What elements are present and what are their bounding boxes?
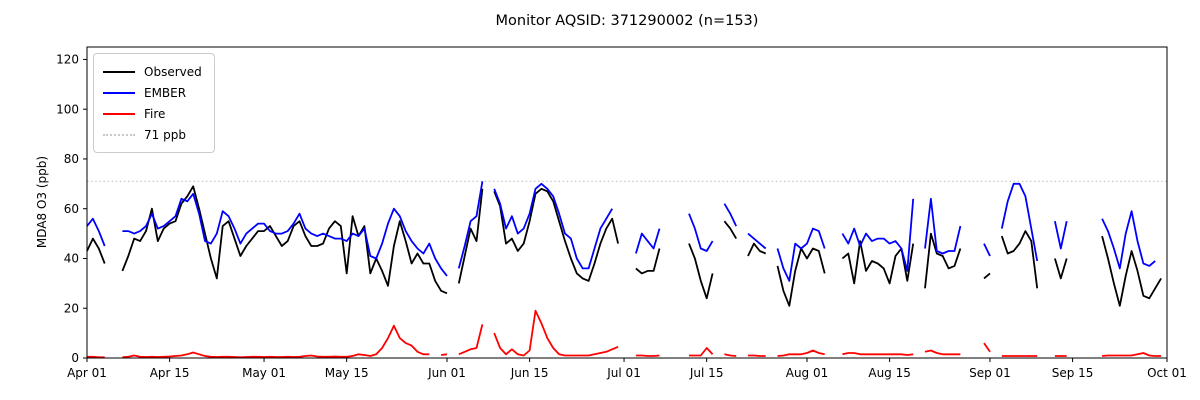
y-tick-label: 80	[64, 152, 79, 166]
legend-item-observed: Observed	[103, 61, 202, 82]
legend-item-fire: Fire	[103, 103, 202, 124]
series-observed	[86, 185, 1162, 307]
legend-line-sample	[103, 70, 135, 73]
y-tick-label: 120	[56, 53, 79, 67]
series-fire	[87, 309, 1162, 359]
legend-item-71-ppb: 71 ppb	[103, 124, 202, 145]
legend-line-sample	[103, 133, 135, 136]
x-tick-label: Jun 15	[510, 366, 549, 380]
legend-label: EMBER	[144, 85, 187, 100]
x-tick-label: May 15	[325, 366, 369, 380]
y-tick-label: 60	[64, 202, 79, 216]
y-tick-label: 100	[56, 102, 79, 116]
x-tick-label: Aug 15	[868, 366, 911, 380]
chart-title: Monitor AQSID: 371290002 (n=153)	[495, 13, 759, 29]
y-tick-label: 0	[71, 351, 79, 365]
series-ember	[86, 181, 1156, 282]
legend-label: 71 ppb	[144, 127, 186, 142]
axes-box	[86, 46, 1168, 359]
legend: Observed EMBER Fire 71 ppb	[93, 53, 215, 153]
x-tick-label: Aug 01	[786, 366, 829, 380]
x-tick-label: Jun 01	[427, 366, 466, 380]
y-tick-label: 20	[64, 301, 79, 315]
x-tick-label: Sep 15	[1052, 366, 1094, 380]
legend-line-sample	[103, 91, 135, 94]
x-tick-label: May 01	[242, 366, 286, 380]
legend-label: Fire	[144, 106, 166, 121]
legend-line-sample	[103, 112, 135, 115]
legend-label: Observed	[144, 64, 202, 79]
x-tick-label: Oct 01	[1147, 366, 1187, 380]
x-tick-label: Jul 15	[689, 366, 724, 380]
x-tick-label: Apr 01	[67, 366, 107, 380]
x-tick-label: Sep 01	[969, 366, 1011, 380]
x-tick-label: Apr 15	[150, 366, 190, 380]
legend-item-ember: EMBER	[103, 82, 202, 103]
y-tick-label: 40	[64, 252, 79, 266]
x-tick-label: Jul 01	[606, 366, 641, 380]
